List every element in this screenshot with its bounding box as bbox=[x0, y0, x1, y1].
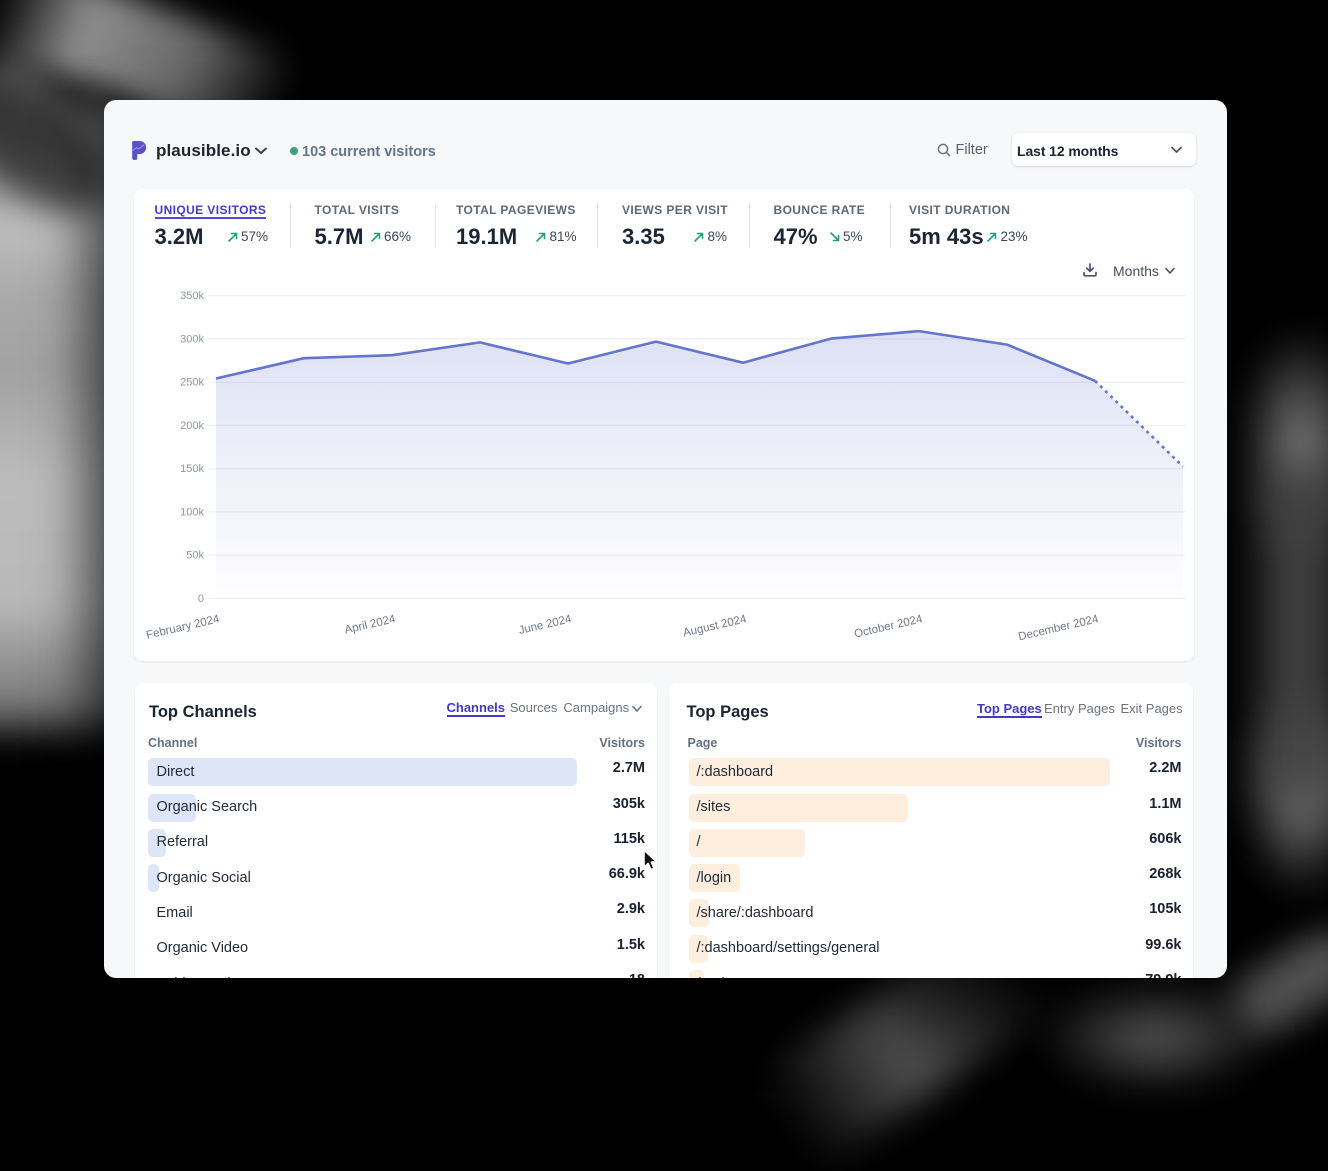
svg-text:October 2024: October 2024 bbox=[853, 613, 924, 641]
svg-text:150k: 150k bbox=[180, 463, 204, 475]
svg-text:300k: 300k bbox=[180, 333, 204, 345]
svg-text:February 2024: February 2024 bbox=[145, 613, 221, 642]
svg-text:350k: 350k bbox=[180, 290, 204, 302]
svg-text:December 2024: December 2024 bbox=[1017, 613, 1100, 643]
svg-text:August 2024: August 2024 bbox=[682, 613, 748, 639]
svg-text:200k: 200k bbox=[180, 420, 204, 432]
svg-text:250k: 250k bbox=[180, 377, 204, 389]
svg-text:50k: 50k bbox=[186, 550, 204, 562]
svg-text:100k: 100k bbox=[180, 506, 204, 518]
svg-text:June 2024: June 2024 bbox=[518, 613, 574, 637]
svg-text:0: 0 bbox=[198, 593, 204, 605]
svg-text:April 2024: April 2024 bbox=[344, 613, 398, 636]
